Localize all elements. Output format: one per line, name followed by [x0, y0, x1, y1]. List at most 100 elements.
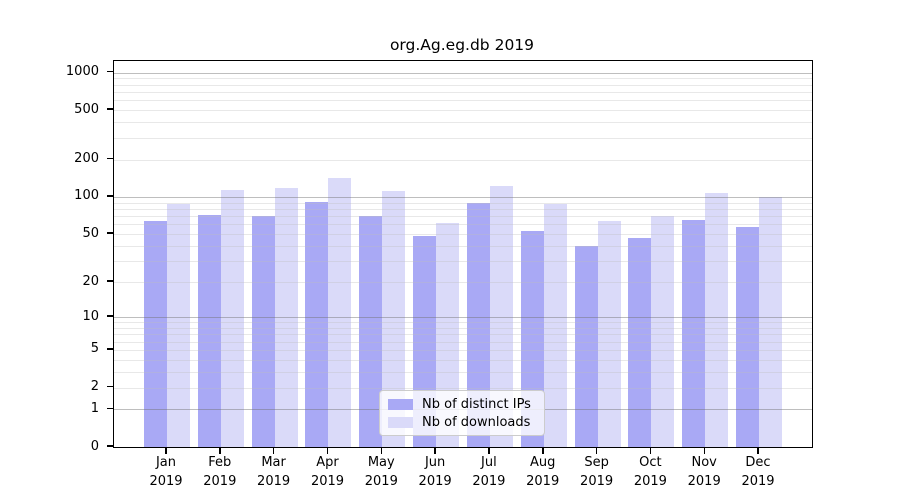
x-tick-label-mar: Mar 2019: [257, 455, 291, 489]
y-tick-label-20: 20: [82, 273, 99, 289]
y-tick-mark-10: [107, 315, 113, 317]
x-tick-label-apr: Apr 2019: [310, 455, 345, 489]
y-tick-label-10: 10: [82, 308, 99, 324]
x-tick-label-jan: Jan 2019: [149, 455, 183, 489]
legend-swatch-distinct-ips: [388, 398, 413, 410]
y-tick-label-50: 50: [82, 225, 99, 241]
gridline-minor-40: [114, 245, 812, 247]
gridline-major-10: [114, 317, 812, 319]
gridline-minor-800: [114, 84, 812, 86]
bar-nb-of-distinct-ips-nov: [682, 220, 706, 447]
x-tick-label-feb: Feb 2019: [203, 455, 237, 489]
legend-row-distinct-ips: Nb of distinct IPs: [388, 397, 544, 412]
y-tick-label-200: 200: [74, 151, 99, 167]
plot-area: Nb of distinct IPs Nb of downloads: [113, 60, 813, 448]
y-tick-label-0: 0: [90, 438, 99, 454]
x-tick-label-nov: Nov 2019: [687, 455, 721, 489]
y-tick-label-5: 5: [90, 341, 99, 357]
y-tick-mark-5: [107, 348, 113, 350]
gridline-minor-7: [114, 334, 812, 336]
x-tick-label-oct: Oct 2019: [633, 455, 667, 489]
y-tick-mark-100: [107, 195, 113, 197]
x-tick-mark-mar: [272, 448, 275, 454]
y-tick-mark-20: [107, 280, 113, 282]
gridline-minor-30: [114, 260, 812, 262]
gridline-minor-4: [114, 359, 812, 361]
bar-nb-of-downloads-sep: [597, 220, 621, 447]
y-tick-mark-500: [107, 108, 113, 110]
y-tick-mark-0: [107, 445, 113, 447]
bar-nb-of-distinct-ips-jul: [466, 203, 490, 447]
y-tick-mark-1: [107, 407, 113, 410]
x-tick-label-jun: Jun 2019: [418, 455, 452, 489]
gridline-minor-2: [114, 387, 812, 389]
bar-nb-of-distinct-ips-feb: [197, 214, 221, 447]
bar-nb-of-downloads-oct: [651, 216, 675, 447]
y-tick-label-1000: 1000: [65, 64, 99, 80]
gridline-minor-5: [114, 349, 812, 351]
x-tick-mark-jun: [434, 448, 436, 454]
x-tick-mark-aug: [542, 448, 544, 454]
gridline-minor-500: [114, 110, 812, 112]
legend-swatch-downloads: [388, 416, 413, 428]
bar-nb-of-distinct-ips-apr: [305, 202, 329, 447]
x-tick-mark-apr: [326, 448, 329, 454]
bar-nb-of-downloads-dec: [759, 196, 783, 447]
gridline-minor-20: [114, 282, 812, 283]
bar-nb-of-downloads-nov: [705, 192, 729, 447]
x-tick-label-may: May 2019: [364, 455, 398, 489]
gridline-major-1000: [114, 72, 812, 74]
bar-nb-of-downloads-apr: [328, 178, 352, 447]
x-tick-mark-dec: [757, 448, 759, 454]
gridline-minor-400: [114, 122, 812, 124]
legend-row-downloads: Nb of downloads: [388, 415, 544, 430]
y-tick-mark-2: [107, 385, 113, 388]
x-tick-mark-jul: [488, 448, 490, 454]
x-tick-mark-oct: [649, 448, 652, 454]
y-tick-label-100: 100: [74, 188, 99, 204]
gridline-minor-3: [114, 371, 812, 373]
gridline-minor-6: [114, 341, 812, 343]
bar-nb-of-distinct-ips-dec: [736, 227, 760, 447]
y-tick-label-1: 1: [90, 400, 99, 416]
gridline-minor-200: [114, 159, 812, 161]
x-tick-mark-feb: [219, 448, 221, 454]
bar-nb-of-distinct-ips-may: [359, 216, 383, 447]
x-tick-mark-nov: [703, 448, 705, 454]
chart-title: org.Ag.eg.db 2019: [389, 36, 535, 54]
gridline-minor-70: [114, 216, 812, 217]
y-tick-label-500: 500: [74, 101, 99, 117]
gridline-minor-90: [114, 202, 812, 204]
x-tick-label-aug: Aug 2019: [526, 455, 560, 489]
x-tick-mark-sep: [595, 448, 598, 454]
gridline-minor-80: [114, 208, 812, 210]
gridline-minor-60: [114, 224, 812, 226]
bar-nb-of-downloads-jul: [489, 185, 513, 447]
gridline-minor-300: [114, 137, 812, 139]
y-tick-mark-200: [107, 157, 113, 160]
bar-nb-of-downloads-aug: [543, 204, 567, 447]
y-tick-mark-1000: [107, 70, 113, 73]
legend-label-distinct-ips: Nb of distinct IPs: [422, 396, 531, 412]
y-tick-label-2: 2: [90, 379, 99, 394]
legend-label-downloads: Nb of downloads: [422, 414, 531, 430]
gridline-minor-900: [114, 78, 812, 80]
legend: Nb of distinct IPs Nb of downloads: [379, 390, 545, 436]
x-tick-label-jul: Jul 2019: [472, 455, 506, 489]
gridline-minor-700: [114, 91, 812, 93]
gridline-minor-600: [114, 100, 812, 102]
bar-nb-of-distinct-ips-jan: [144, 220, 167, 447]
bar-nb-of-downloads-feb: [220, 190, 244, 447]
bar-nb-of-downloads-mar: [274, 188, 298, 447]
x-tick-mark-may: [380, 448, 382, 454]
bar-nb-of-downloads-jan: [167, 203, 190, 447]
gridline-major-100: [114, 196, 812, 198]
bar-nb-of-distinct-ips-mar: [251, 216, 275, 447]
gridline-minor-9: [114, 322, 812, 324]
gridline-minor-50: [114, 234, 812, 235]
x-tick-label-dec: Dec 2019: [741, 455, 775, 489]
x-tick-label-sep: Sep 2019: [580, 455, 614, 489]
bar-nb-of-downloads-may: [382, 191, 406, 447]
bar-nb-of-distinct-ips-sep: [574, 245, 598, 447]
